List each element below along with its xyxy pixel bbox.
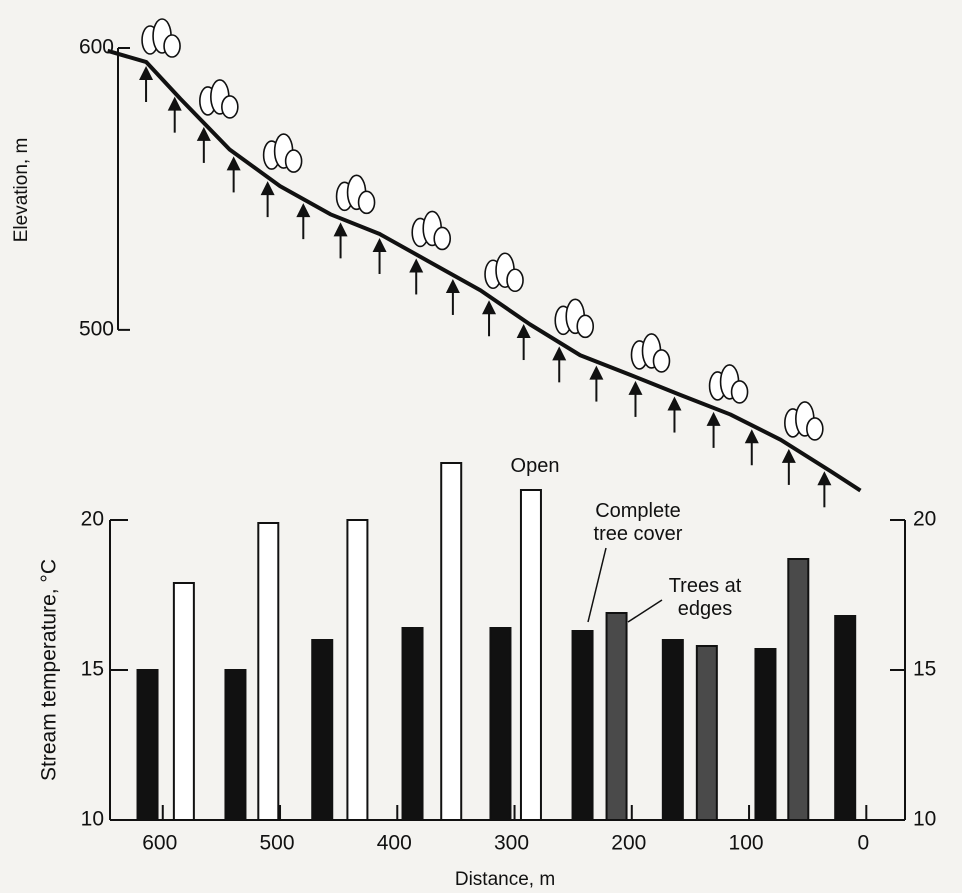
tree-crown [653,350,669,372]
y-tick-label: 600 [79,36,114,59]
y2-tick-label: 15 [913,658,936,681]
arrow-head [517,324,531,338]
arrow-icon [589,366,603,402]
tree-icon [485,253,523,291]
y-tick-label: 10 [81,808,104,831]
arrow-icon [628,381,642,417]
arrow-icon [482,300,496,336]
tree-icon [555,299,593,337]
tree-icon [142,19,180,57]
y2-tick-label: 20 [913,508,936,531]
arrow-head [334,222,348,236]
series-label: Complete tree cover [578,500,698,546]
tree-icon [337,175,375,213]
arrow-head [261,181,275,195]
arrow-icon [373,238,387,274]
arrow-head [296,203,310,217]
series-label: Open [500,455,570,478]
tree-crown [507,269,523,291]
tree-crown [434,227,450,249]
arrow-icon [168,97,182,133]
bar [225,670,245,820]
arrow-icon [296,203,310,239]
bar [607,613,627,820]
bar [312,640,332,820]
x-axis-label: Distance, m [455,869,555,890]
arrow-head [707,412,721,426]
arrow-icon [517,324,531,360]
bar [521,490,541,820]
arrow-head [782,449,796,463]
y-tick-label: 15 [81,658,104,681]
x-tick-label: 100 [729,832,764,855]
tree-crown [286,150,302,172]
elevation-axis-label: Elevation, m [11,138,32,243]
arrow-head [446,279,460,293]
bar [755,649,775,820]
arrow-icon [446,279,460,315]
tree-icon [631,334,669,372]
tree-icon [264,134,302,172]
tree-crown [164,35,180,57]
bar [697,646,717,820]
tree-icon [785,402,823,440]
arrow-head [817,471,831,485]
arrow-head [667,397,681,411]
tree-icon [200,80,238,118]
bar [663,640,683,820]
arrow-icon [707,412,721,448]
arrow-icon [409,258,423,294]
elevation-line [108,51,861,491]
series-label: Trees at edges [655,575,755,621]
x-tick-label: 400 [377,832,412,855]
arrow-icon [817,471,831,507]
bar [788,559,808,820]
y-tick-label: 500 [79,317,114,340]
bar [138,670,158,820]
arrow-head [409,258,423,272]
bar [258,523,278,820]
bar [441,463,461,820]
x-tick-label: 200 [611,832,646,855]
leader-line [588,548,606,622]
x-tick-label: 0 [857,832,869,855]
x-tick-label: 300 [494,832,529,855]
bar [490,628,510,820]
bar [835,616,855,820]
tree-crown [577,315,593,337]
tree-icon [710,365,748,403]
tree-icon [412,211,450,249]
bar [174,583,194,820]
arrow-icon [552,346,566,382]
y-tick-label: 20 [81,508,104,531]
arrow-icon [261,181,275,217]
arrow-icon [782,449,796,485]
arrow-head [552,346,566,360]
arrow-icon [227,156,241,192]
bar [347,520,367,820]
arrow-head [745,429,759,443]
arrow-head [628,381,642,395]
temperature-axis-label: Stream temperature, °C [38,559,61,781]
arrow-icon [667,397,681,433]
arrow-head [589,366,603,380]
arrow-head [373,238,387,252]
y2-tick-label: 10 [913,808,936,831]
arrow-icon [745,429,759,465]
figure: Elevation, m Stream temperature, °C Dist… [0,0,962,893]
arrow-head [482,300,496,314]
x-tick-label: 500 [259,832,294,855]
bar [403,628,423,820]
chart: Elevation, m Stream temperature, °C Dist… [0,0,962,893]
tree-crown [807,418,823,440]
tree-crown [359,191,375,213]
arrow-head [227,156,241,170]
tree-crown [222,96,238,118]
arrow-icon [197,127,211,163]
arrow-icon [139,66,153,102]
x-tick-label: 600 [142,832,177,855]
arrow-icon [334,222,348,258]
tree-crown [732,381,748,403]
bar [573,631,593,820]
